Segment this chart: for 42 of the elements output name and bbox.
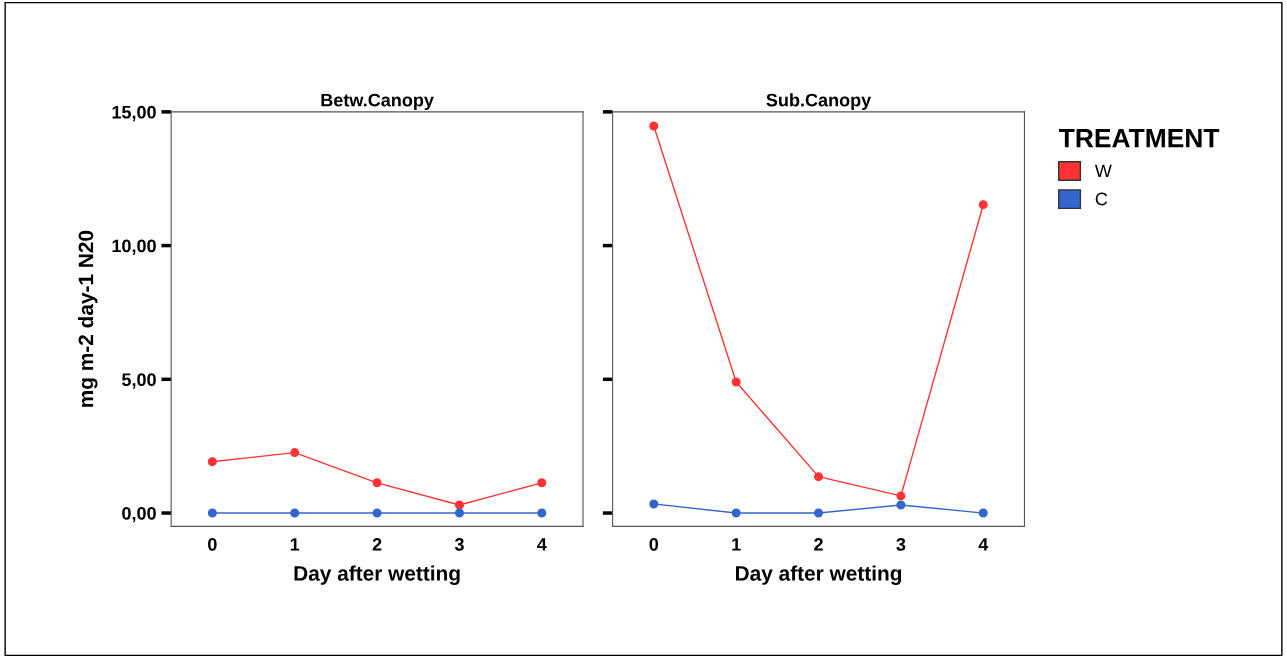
y-tick-label: 5,00 — [122, 373, 156, 389]
x-tick-label: 1 — [290, 538, 300, 551]
point — [978, 508, 988, 518]
point — [814, 508, 824, 518]
point — [372, 508, 382, 518]
point — [454, 500, 464, 510]
x-tick-label: 4 — [537, 538, 547, 551]
point — [537, 478, 547, 488]
point — [649, 121, 659, 131]
chart-title: Sub.Canopy — [766, 93, 872, 111]
legend-title: TREATMENT — [1059, 129, 1220, 148]
point — [896, 491, 906, 501]
point — [649, 499, 659, 509]
chart-title: Betw.Canopy — [321, 93, 434, 111]
point — [454, 508, 464, 518]
x-axis-title: Day after wetting — [294, 565, 460, 585]
legend-label: W — [1094, 164, 1112, 178]
point — [290, 508, 300, 518]
point — [372, 478, 382, 488]
point — [978, 200, 988, 210]
y-axis-title: mg m-2 day-1 N20 — [78, 230, 98, 407]
x-tick-label: 0 — [208, 537, 217, 551]
point — [896, 500, 906, 510]
legend-label: C — [1095, 192, 1108, 206]
y-tick-label: 15,00 — [112, 105, 156, 122]
point — [731, 377, 741, 387]
point — [731, 508, 741, 518]
point — [290, 448, 300, 458]
point — [207, 508, 217, 518]
x-tick-label: 3 — [896, 537, 906, 551]
x-axis-title: Day after wetting — [736, 565, 902, 585]
x-tick-label: 4 — [978, 538, 989, 551]
point — [537, 508, 547, 518]
x-tick-label: 3 — [454, 537, 464, 551]
x-tick-label: 2 — [814, 537, 823, 551]
point — [207, 457, 217, 467]
x-tick-label: 1 — [732, 538, 741, 551]
y-tick-label: 10,00 — [112, 239, 156, 255]
x-tick-label: 2 — [372, 537, 382, 551]
y-tick-label: 0,00 — [122, 506, 156, 523]
point — [814, 472, 824, 482]
x-tick-label: 0 — [649, 537, 659, 551]
